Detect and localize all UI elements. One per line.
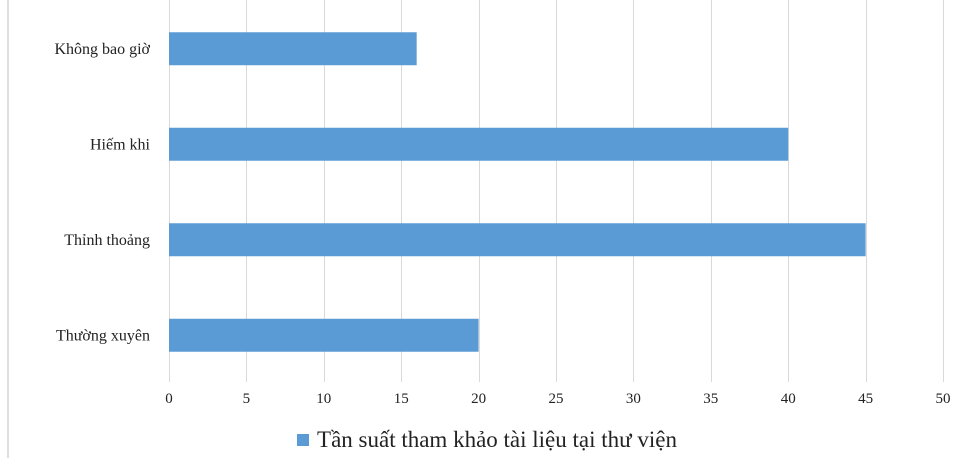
- x-tick-label-30: 30: [626, 391, 641, 407]
- x-tick-label-0: 0: [165, 391, 173, 407]
- bar-3: [169, 127, 789, 161]
- y-category-label-2: Thỉnh thoảng: [64, 232, 150, 249]
- x-tick-label-15: 15: [394, 391, 409, 407]
- x-tick-label-45: 45: [858, 391, 873, 407]
- y-category-label-4: Không bao giờ: [54, 41, 150, 58]
- bar-1: [169, 318, 479, 352]
- legend-label: Tần suất tham khảo tài liệu tại thư viện: [317, 427, 677, 452]
- x-tick-label-40: 40: [781, 391, 796, 407]
- y-category-label-1: Thường xuyên: [56, 327, 150, 344]
- legend: Tần suất tham khảo tài liệu tại thư viện: [0, 425, 974, 455]
- x-tick-label-20: 20: [471, 391, 486, 407]
- bar-2: [169, 223, 866, 257]
- x-tick-label-50: 50: [936, 391, 951, 407]
- x-tick-label-25: 25: [549, 391, 564, 407]
- bar-4: [169, 32, 417, 66]
- x-tick-label-10: 10: [316, 391, 331, 407]
- x-tick-label-5: 5: [243, 391, 251, 407]
- x-tick-label-35: 35: [703, 391, 718, 407]
- y-category-label-3: Hiếm khi: [90, 136, 151, 153]
- legend-swatch: [297, 434, 310, 446]
